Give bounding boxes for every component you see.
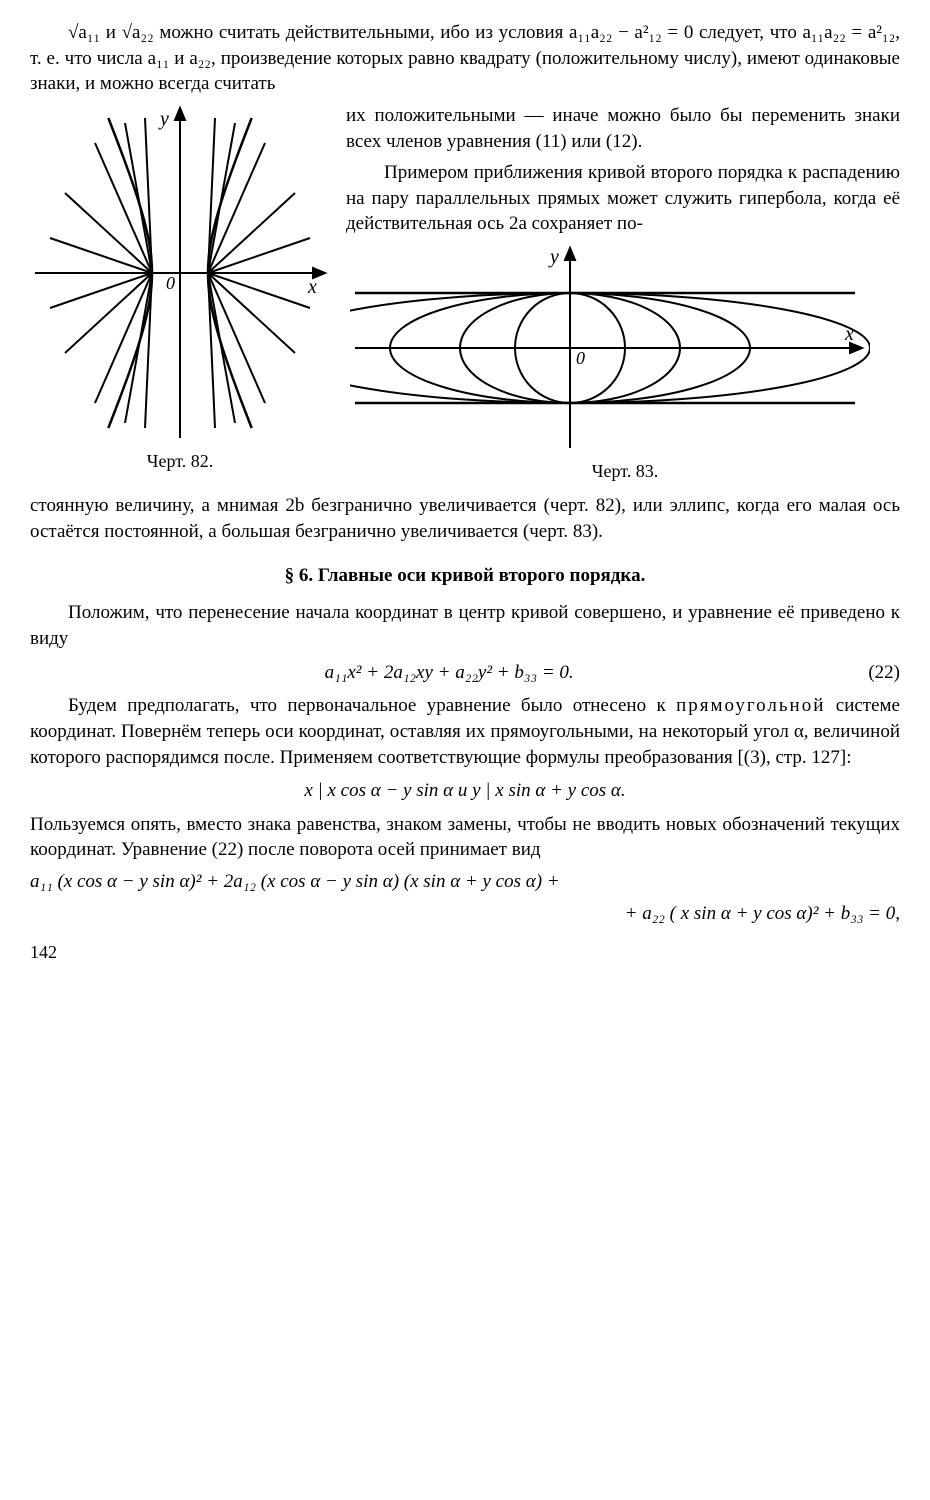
text: Положим, что перенесение начала координа… [30,602,900,649]
figure-82-caption: Черт. 82. [30,449,330,473]
text: стоянную величину, а мнимая 2b безгранич… [30,495,900,542]
origin-label: 0 [576,348,585,368]
figure-83-caption: Черт. 83. [350,459,900,483]
x-axis-label: x [307,276,317,298]
text: √a₁₁ и √a₂₂ можно считать действительным… [30,22,900,94]
equation-text: a₁₁ (x cos α − y sin α)² + 2a₁₂ (x cos α… [30,871,560,892]
equation-long-line1: a₁₁ (x cos α − y sin α)² + 2a₁₂ (x cos α… [30,869,900,895]
equation-22: a₁₁x² + 2a₁₂xy + a₂₂y² + b₃₃ = 0. (22) [30,660,900,686]
paragraph-5: Будем предполагать, что первоначальное у… [30,693,900,770]
text: Будем предполагать, что первоначальное у… [68,695,676,716]
figure-82-svg: 0 x y [30,103,330,443]
spaced-text: прямоугольной [676,695,825,716]
equation-number: (22) [868,660,900,686]
paragraph-4: Положим, что перенесение начала координа… [30,600,900,651]
text: Пользуемся опять, вместо знака равенства… [30,814,900,861]
paragraph-3: стоянную величину, а мнимая 2b безгранич… [30,493,900,544]
equation-long-line2: + a₂₂ ( x sin α + y cos α)² + b₃₃ = 0, [30,901,900,927]
equation-text: + a₂₂ ( x sin α + y cos α)² + b₃₃ = 0, [625,903,900,924]
equation-text: x | x cos α − y sin α и y | x sin α + y … [304,780,625,801]
origin-label: 0 [166,273,175,293]
page-number: 142 [30,940,900,964]
y-axis-label: y [548,246,559,268]
paragraph-6: Пользуемся опять, вместо знака равенства… [30,812,900,863]
x-axis-label: x [844,323,854,345]
figure-83-svg: 0 x y [350,243,870,453]
figure-82: 0 x y Черт. 82. [30,103,330,473]
text: их положительными — иначе можно было бы … [346,105,900,152]
y-axis-label: y [158,108,169,130]
equation-substitution: x | x cos α − y sin α и y | x sin α + y … [30,778,900,804]
text: Примером приближения кривой второго поря… [346,162,900,234]
paragraph-1a: √a₁₁ и √a₂₂ можно считать действительным… [30,20,900,97]
figure-83: 0 x y Черт. 83. [350,243,900,483]
equation-text: a₁₁x² + 2a₁₂xy + a₂₂y² + b₃₃ = 0. [325,662,574,683]
section-heading: § 6. Главные оси кривой второго порядка. [30,563,900,589]
